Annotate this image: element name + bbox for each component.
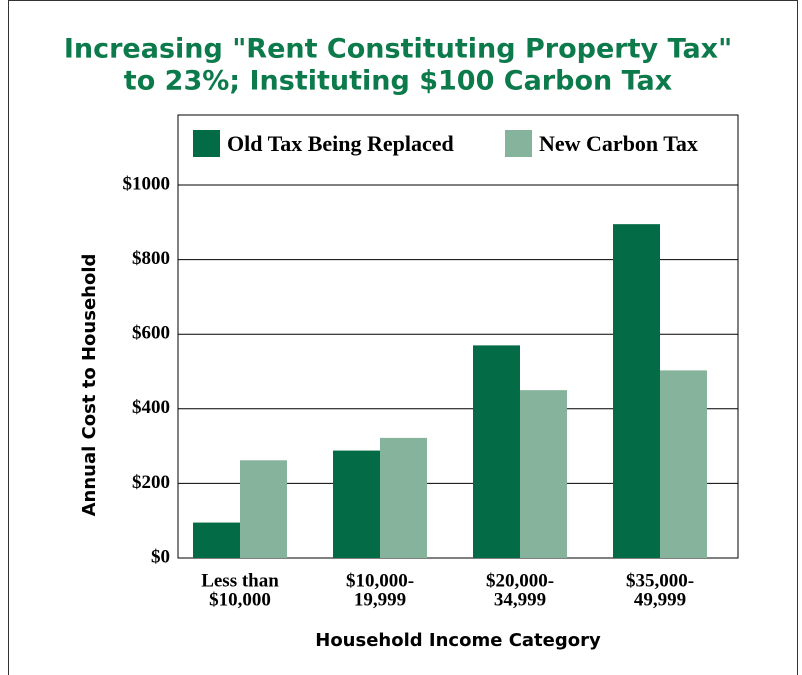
x-tick-label: Less than xyxy=(201,570,279,591)
bar xyxy=(380,437,427,558)
y-tick-label: $200 xyxy=(132,472,170,493)
x-tick-label: $20,000- xyxy=(486,570,554,591)
x-tick-label: $10,000- xyxy=(346,570,414,591)
bar xyxy=(333,450,380,558)
x-tick-label: $10,000 xyxy=(209,589,271,610)
y-tick-label: $400 xyxy=(132,397,170,418)
x-tick-label: 49,999 xyxy=(634,589,686,610)
y-tick-label: $600 xyxy=(132,323,170,344)
y-tick-label: $1000 xyxy=(123,173,171,194)
x-tick-label: 34,999 xyxy=(494,589,546,610)
x-tick-label: 19,999 xyxy=(354,589,406,610)
y-tick-label: $0 xyxy=(151,546,170,567)
bar xyxy=(473,345,520,558)
bar xyxy=(613,224,660,559)
bar xyxy=(660,370,707,558)
frame xyxy=(8,0,798,675)
bar xyxy=(240,460,287,558)
legend-label: New Carbon Tax xyxy=(539,131,698,156)
x-axis-label: Household Income Category xyxy=(315,630,601,651)
bar xyxy=(520,390,567,558)
y-tick-label: $800 xyxy=(132,248,170,269)
legend-swatch xyxy=(505,130,532,157)
chart-title: Increasing "Rent Constituting Property T… xyxy=(64,34,732,65)
x-tick-label: $35,000- xyxy=(626,570,694,591)
bar xyxy=(193,522,240,558)
legend-swatch xyxy=(193,130,220,157)
legend-label: Old Tax Being Replaced xyxy=(227,131,454,156)
chart-title: to 23%; Instituting $100 Carbon Tax xyxy=(124,66,672,97)
y-axis-label: Annual Cost to Household xyxy=(79,254,100,517)
